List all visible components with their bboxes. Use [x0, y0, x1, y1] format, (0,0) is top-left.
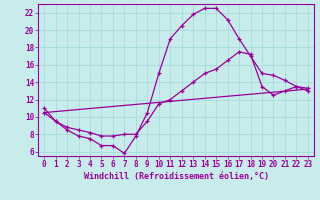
X-axis label: Windchill (Refroidissement éolien,°C): Windchill (Refroidissement éolien,°C) — [84, 172, 268, 181]
